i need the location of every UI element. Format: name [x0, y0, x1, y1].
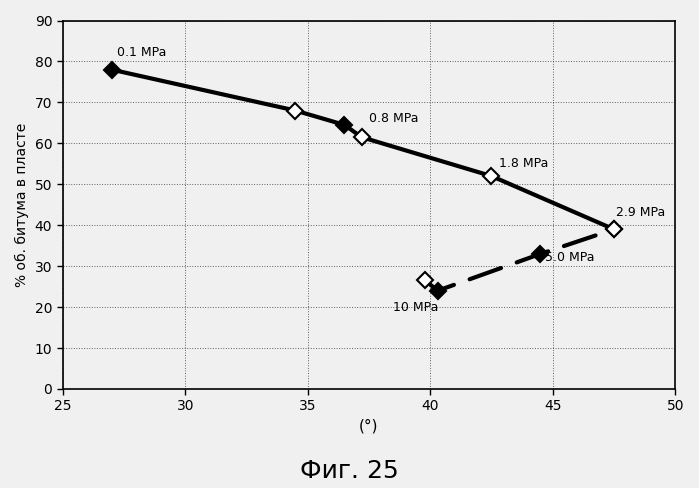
Text: 5.0 MPa: 5.0 MPa [545, 251, 595, 264]
X-axis label: (°): (°) [359, 419, 379, 434]
Text: 0.8 MPa: 0.8 MPa [369, 112, 419, 125]
Text: Фиг. 25: Фиг. 25 [300, 459, 399, 483]
Text: 2.9 MPa: 2.9 MPa [617, 206, 665, 219]
Text: 10 MPa: 10 MPa [394, 301, 439, 314]
Text: 0.1 MPa: 0.1 MPa [117, 46, 166, 60]
Text: 1.8 MPa: 1.8 MPa [499, 157, 548, 170]
Y-axis label: % об. битума в пласте: % об. битума в пласте [15, 122, 29, 287]
